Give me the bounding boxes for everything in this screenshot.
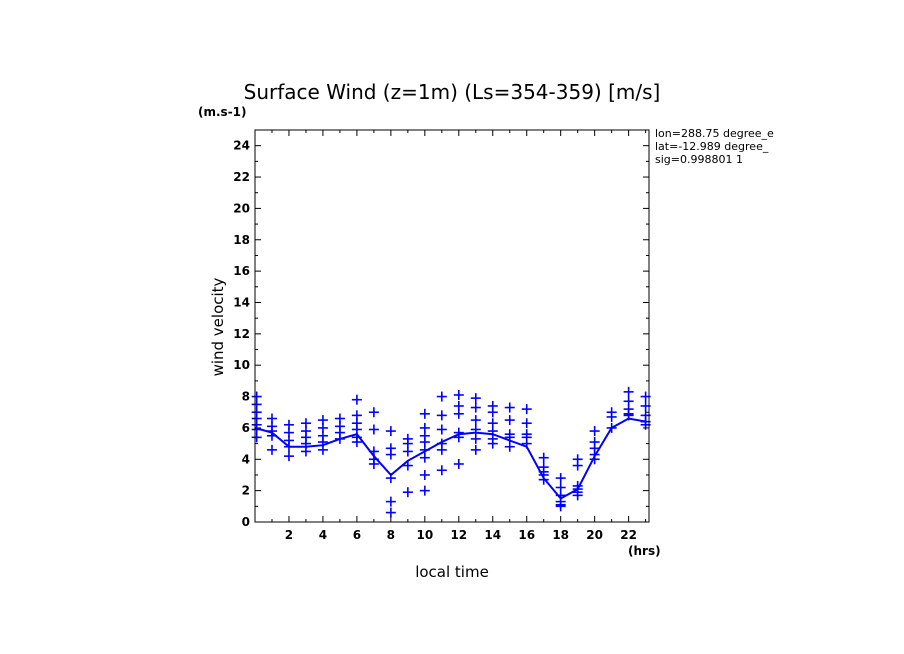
y-tick-label: 16 <box>233 264 250 278</box>
x-tick-label: 6 <box>353 528 361 542</box>
x-axis-label: local time <box>415 563 489 581</box>
data-point <box>385 496 396 507</box>
info-box: lon=288.75 degree_e lat=-12.989 degree_ … <box>655 127 774 166</box>
data-point <box>351 394 362 405</box>
x-tick-label: 10 <box>416 528 433 542</box>
y-axis-label: wind velocity <box>209 277 227 376</box>
data-point <box>453 432 464 443</box>
data-point <box>402 487 413 498</box>
info-lon: lon=288.75 degree_e <box>655 127 774 140</box>
data-point <box>317 444 328 455</box>
y-tick-label: 2 <box>242 484 250 498</box>
data-point <box>334 433 345 444</box>
data-point <box>368 458 379 469</box>
x-tick-label: 12 <box>450 528 467 542</box>
data-point <box>606 411 617 422</box>
mean-line <box>254 417 646 500</box>
data-point <box>470 424 481 435</box>
data-point <box>623 410 634 421</box>
y-tick-label: 10 <box>233 358 250 372</box>
y-tick-label: 24 <box>233 139 250 153</box>
y-tick-label: 0 <box>242 515 250 529</box>
data-point <box>436 424 447 435</box>
x-tick-label: 8 <box>387 528 395 542</box>
y-tick-label: 8 <box>242 390 250 404</box>
data-point <box>368 424 379 435</box>
data-point <box>487 438 498 449</box>
plot-frame <box>254 129 650 523</box>
data-point <box>436 391 447 402</box>
data-point <box>487 407 498 418</box>
data-point <box>300 446 311 457</box>
y-tick-label: 4 <box>242 452 250 466</box>
data-point <box>419 469 430 480</box>
data-point <box>385 507 396 518</box>
data-point <box>419 408 430 419</box>
x-tick-label: 20 <box>586 528 603 542</box>
data-point <box>606 422 617 433</box>
x-tick-label: 16 <box>518 528 535 542</box>
y-tick-label: 20 <box>233 201 250 215</box>
y-tick-label: 6 <box>242 421 250 435</box>
data-point <box>504 441 515 452</box>
data-point <box>538 474 549 485</box>
data-point <box>351 437 362 448</box>
y-unit-label: (m.s-1) <box>198 105 247 119</box>
x-unit-label: (hrs) <box>628 544 661 558</box>
x-tick-label: 4 <box>319 528 327 542</box>
data-point <box>385 473 396 484</box>
data-point <box>504 432 515 443</box>
data-point <box>453 408 464 419</box>
data-point <box>521 438 532 449</box>
data-point <box>470 444 481 455</box>
data-point <box>402 446 413 457</box>
y-tick-label: 18 <box>233 233 250 247</box>
data-point <box>538 452 549 463</box>
data-point <box>283 441 294 452</box>
data-point <box>266 444 277 455</box>
data-point <box>470 402 481 413</box>
data-point <box>589 426 600 437</box>
data-point <box>470 393 481 404</box>
info-sig: sig=0.998801 1 <box>655 153 743 166</box>
data-point <box>572 490 583 501</box>
data-point <box>504 402 515 413</box>
y-tick-label: 22 <box>233 170 250 184</box>
data-point <box>283 451 294 462</box>
data-point <box>402 460 413 471</box>
x-tick-label: 22 <box>620 528 637 542</box>
data-point <box>251 432 262 443</box>
data-point <box>385 426 396 437</box>
data-point <box>453 458 464 469</box>
data-point <box>470 433 481 444</box>
data-point <box>385 449 396 460</box>
data-point <box>555 473 566 484</box>
data-point <box>572 460 583 471</box>
data-layer <box>251 386 651 518</box>
info-lat: lat=-12.989 degree_ <box>655 140 769 153</box>
data-point <box>589 454 600 465</box>
data-point <box>504 415 515 426</box>
data-point <box>436 465 447 476</box>
data-point <box>419 485 430 496</box>
data-point <box>436 444 447 455</box>
y-tick-label: 12 <box>233 327 250 341</box>
data-point <box>266 430 277 441</box>
data-point <box>470 415 481 426</box>
x-tick-label: 18 <box>552 528 569 542</box>
data-point <box>419 452 430 463</box>
x-tick-label: 14 <box>484 528 501 542</box>
data-point <box>623 386 634 397</box>
chart-title: Surface Wind (z=1m) (Ls=354-359) [m/s] <box>244 80 661 104</box>
data-point <box>555 501 566 512</box>
data-point <box>436 410 447 421</box>
data-point <box>368 407 379 418</box>
data-point <box>521 418 532 429</box>
data-point <box>521 404 532 415</box>
x-tick-label: 2 <box>285 528 293 542</box>
data-point <box>453 389 464 400</box>
y-tick-label: 14 <box>233 295 250 309</box>
